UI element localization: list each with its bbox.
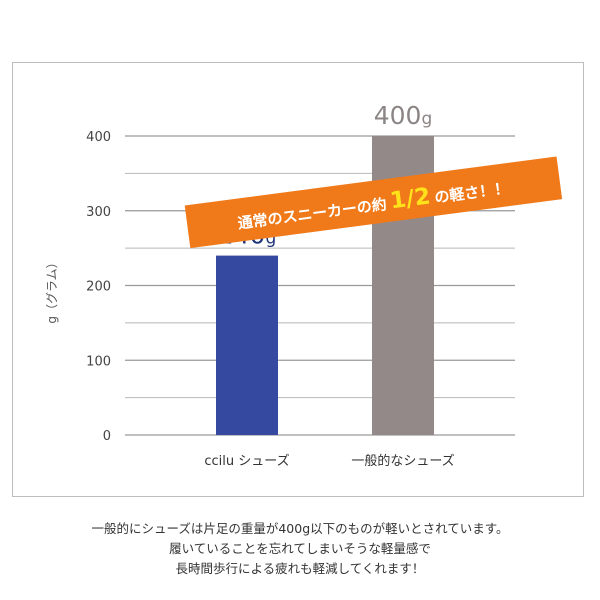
caption-line-3: 長時間歩行による疲れも軽減してくれます！	[175, 561, 425, 576]
x-tick-label: 一般的なシューズ	[351, 453, 454, 469]
y-tick-label: 200	[86, 280, 111, 295]
y-tick-label: 400	[86, 130, 111, 145]
data-label-value: 400	[374, 101, 422, 130]
y-tick-label: 100	[86, 354, 111, 369]
chart-frame	[12, 62, 584, 497]
caption-line-2: 履いていることを忘れてしまいそうな軽量感で	[169, 541, 431, 556]
banner-highlight: 1/2	[389, 183, 432, 214]
banner-background	[184, 156, 563, 249]
data-label-unit: g	[265, 229, 276, 249]
y-tick-label: 0	[103, 429, 111, 444]
data-label: 400g	[374, 101, 433, 130]
y-tick-label: 300	[86, 205, 111, 220]
caption-line-1: 一般的にシューズは片足の重量が400g以下のものが軽いとされています。	[91, 521, 509, 536]
caption: 一般的にシューズは片足の重量が400g以下のものが軽いとされています。 履いてい…	[0, 519, 600, 579]
x-tick-label: ccilu シューズ	[204, 453, 289, 469]
highlight-banner: 通常のスニーカーの約1/2の軽さ！！	[184, 156, 563, 249]
data-label-unit: g	[421, 109, 432, 129]
bar	[216, 255, 278, 435]
y-axis-label: g（グラム）	[45, 256, 59, 323]
